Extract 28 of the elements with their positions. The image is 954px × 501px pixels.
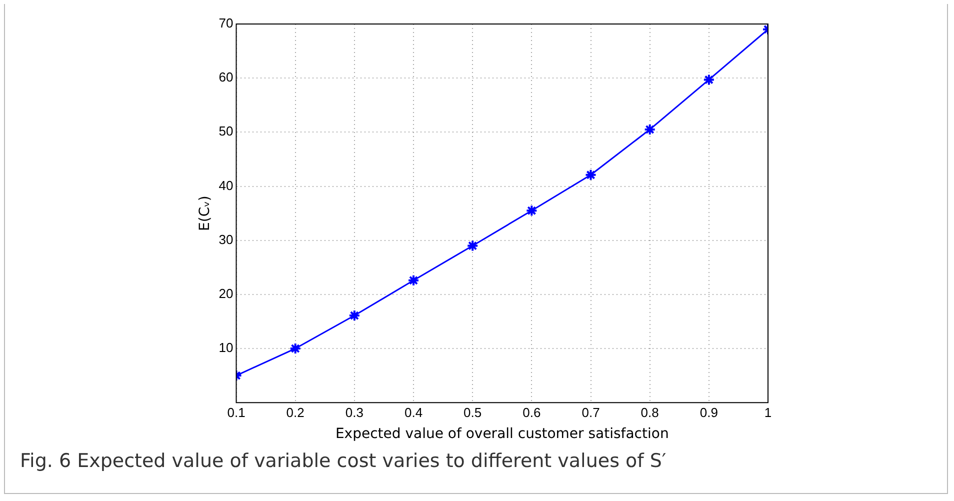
x-tick-label: 0.7 bbox=[582, 404, 600, 420]
y-tick-label: 60 bbox=[218, 70, 234, 85]
y-axis-title: E(Cᵥ) bbox=[197, 196, 214, 231]
x-tick-label: 0.1 bbox=[227, 404, 246, 420]
y-tick-label: 30 bbox=[218, 232, 234, 247]
x-tick-label: 0.8 bbox=[640, 404, 659, 420]
y-tick-label: 20 bbox=[218, 286, 234, 302]
x-tick-label: 0.5 bbox=[464, 404, 482, 420]
point bbox=[526, 204, 538, 217]
y-tick-label: 50 bbox=[218, 124, 234, 139]
x-tick-label: 0.4 bbox=[404, 404, 423, 420]
x-tick-label: 0.2 bbox=[286, 404, 304, 420]
x-tick-label: 0.6 bbox=[522, 404, 541, 420]
y-tick-label: 40 bbox=[218, 178, 234, 193]
point bbox=[348, 310, 360, 322]
point bbox=[289, 342, 302, 355]
point bbox=[584, 168, 597, 181]
point bbox=[644, 123, 656, 136]
y-tick-label: 70 bbox=[218, 16, 234, 31]
x-axis-title: Expected value of overall customer satisfaction bbox=[335, 426, 669, 442]
point bbox=[702, 74, 715, 86]
x-tick-label: 0.3 bbox=[345, 404, 364, 420]
x-tick-label: 0.9 bbox=[700, 404, 718, 420]
point bbox=[408, 274, 420, 286]
y-tick-label: 10 bbox=[218, 340, 234, 356]
point bbox=[466, 240, 479, 252]
caption: Fig. 6 Expected value of variable cost varies to different values of S′ bbox=[20, 450, 666, 472]
x-tick-label: 1 bbox=[764, 404, 772, 420]
